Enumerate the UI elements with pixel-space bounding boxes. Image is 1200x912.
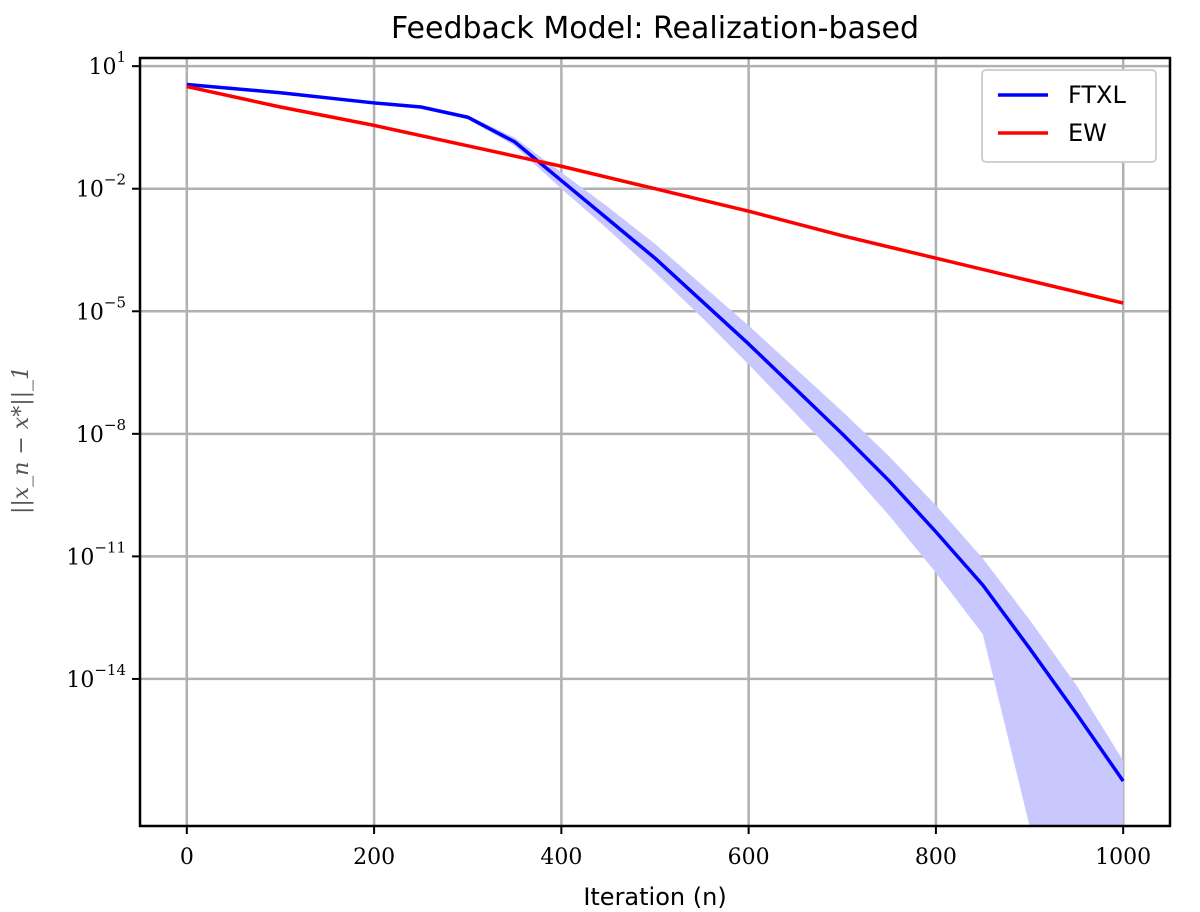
x-tick-label: 200 bbox=[353, 845, 395, 870]
chart-title: Feedback Model: Realization-based bbox=[391, 11, 919, 46]
y-tick-label: 10−5 bbox=[76, 293, 126, 325]
x-axis-label-text: Iteration (n) bbox=[583, 883, 726, 911]
x-tick-label: 1000 bbox=[1095, 845, 1151, 870]
y-axis-ticks: 101 10−2 10−5 10−8 10−11 10−14 bbox=[66, 48, 140, 693]
legend: FTXL EW bbox=[981, 69, 1157, 163]
series-line-ftxl bbox=[186, 82, 1125, 783]
x-tick-label: 600 bbox=[728, 845, 770, 870]
y-tick-label: 10−2 bbox=[76, 171, 126, 203]
legend-box bbox=[981, 69, 1157, 163]
x-axis-label: Iteration (n) bbox=[583, 883, 726, 911]
y-tick-label: 10−8 bbox=[76, 416, 126, 448]
legend-label-ftxl: FTXL bbox=[1068, 81, 1126, 109]
x-tick-label: 0 bbox=[180, 845, 194, 870]
legend-label-ew: EW bbox=[1068, 119, 1107, 147]
series-line-ew bbox=[186, 84, 1124, 305]
x-axis-ticks: 0 200 400 600 800 1000 bbox=[180, 826, 1151, 870]
y-tick-label: 101 bbox=[88, 48, 126, 80]
y-tick-label: 10−11 bbox=[66, 538, 126, 570]
series-layer bbox=[186, 82, 1125, 827]
x-tick-label: 800 bbox=[915, 845, 957, 870]
axes-frame bbox=[138, 56, 1172, 828]
y-tick-label: 10−14 bbox=[66, 661, 126, 693]
ftxl-confidence-band bbox=[186, 83, 1124, 827]
x-tick-label: 400 bbox=[540, 845, 582, 870]
y-axis-label: ||x_n − x*||_1 bbox=[9, 366, 34, 514]
